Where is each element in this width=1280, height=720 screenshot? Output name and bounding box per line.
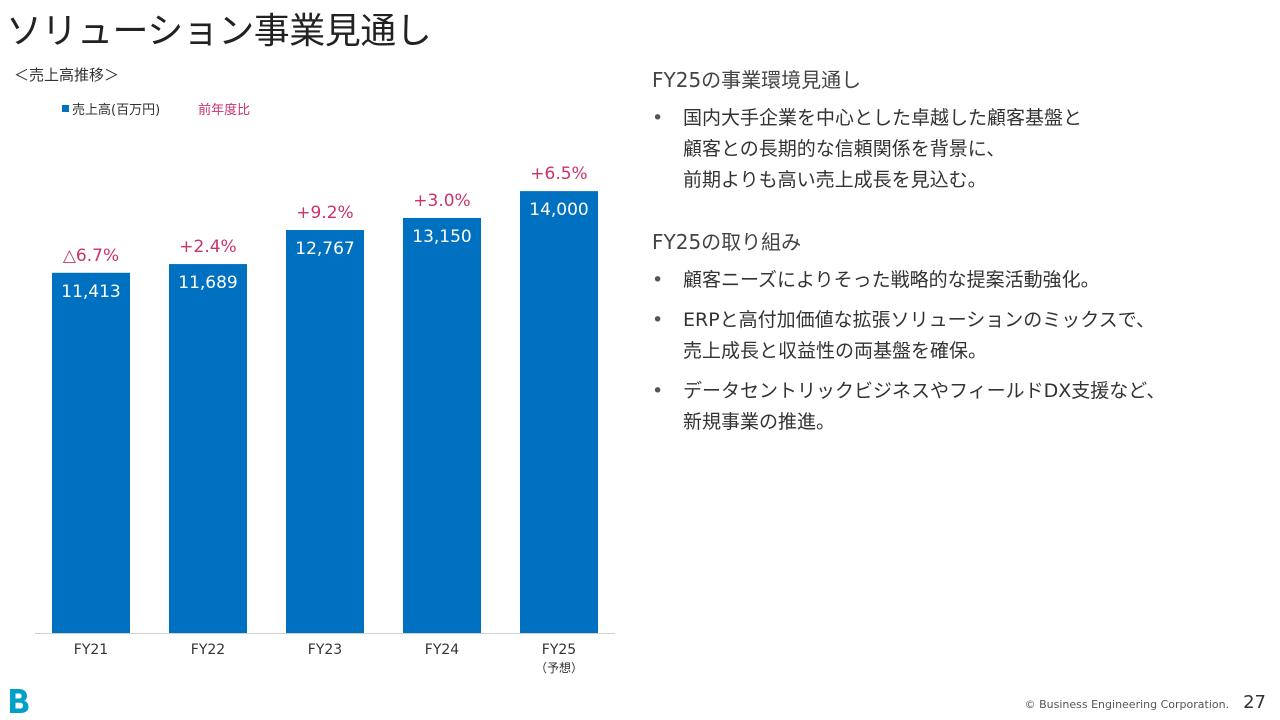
chart-heading: ＜売上高推移＞ (14, 66, 120, 84)
outlook-bullets: • 国内大手企業を中心とした卓越した顧客基盤と 顧客との長期的な信頼関係を背景に、前… (652, 103, 1262, 196)
page-number: 27 (1243, 692, 1266, 713)
bullet-item: • データセントリックビジネスやフィールドDX支援など、 新規事業の推進。 (652, 376, 1262, 438)
footer: © Business Engineering Corporation. 27 (1025, 692, 1266, 713)
bar-fy23 (286, 230, 364, 633)
copyright: © Business Engineering Corporation. (1024, 698, 1230, 711)
bullet-text-line: 新規事業の推進。 (683, 411, 836, 433)
yoy-label: △6.7% (63, 246, 119, 266)
bar-value-label: 14,000 (529, 200, 588, 220)
x-tick-label: FY22 (191, 642, 225, 658)
bullet-dot: • (652, 309, 664, 331)
bullet-text-line: 国内大手企業を中心とした卓越した顧客基盤と (683, 107, 1083, 129)
bullet-dot: • (652, 269, 664, 291)
bullet-item: • 国内大手企業を中心とした卓越した顧客基盤と 顧客との長期的な信頼関係を背景に、前… (652, 103, 1262, 196)
x-tick-label: FY21 (74, 642, 108, 658)
bar-value-label: 12,767 (295, 239, 354, 259)
bullet-text-line: 顧客との長期的な信頼関係を背景に、 (683, 138, 1006, 160)
sales-bar-chart: 11,413 △6.7% FY21 11,689 +2.4% FY22 12,767 +9.2… (35, 164, 615, 675)
bar-fy21 (52, 272, 130, 633)
legend-series-label: 売上高(百万円) (72, 103, 161, 118)
yoy-label: +2.4% (179, 237, 236, 257)
initiatives-heading: FY25の取り組み (652, 230, 802, 254)
bullet-text-line: 顧客ニーズによりそった戦略的な提案活動強化。 (683, 269, 1100, 291)
text-panel: FY25の事業環境見通し • 国内大手企業を中心とした卓越した顧客基盤と 顧客との長… (652, 64, 1262, 447)
yoy-label: +6.5% (530, 164, 587, 184)
bullet-item: • ERPと高付加価値な拡張ソリューションのミックスで、 売上成長と収益性の両基盤を… (652, 305, 1262, 367)
bullet-item: • 顧客ニーズによりそった戦略的な提案活動強化。 (652, 265, 1262, 296)
bullet-text-line: ERPと高付加価値な拡張ソリューションのミックスで、 (683, 309, 1155, 331)
bar-fy24 (403, 217, 481, 633)
page-title: ソリューション事業見通し (6, 11, 432, 52)
x-tick-label: FY25 (542, 642, 576, 658)
bar-value-label: 11,689 (178, 273, 237, 293)
x-tick-note: （予想） (535, 660, 583, 675)
legend-ratio-label: 前年度比 (198, 103, 251, 118)
bar-value-label: 13,150 (412, 227, 471, 247)
x-tick-label: FY24 (425, 642, 460, 658)
bar-fy25 (520, 191, 598, 633)
bullet-text-line: 前期よりも高い売上成長を見込む。 (683, 169, 987, 191)
bar-value-label: 11,413 (61, 282, 120, 302)
yoy-label: +3.0% (413, 191, 470, 211)
chart-legend: 売上高(百万円) 前年度比 (62, 99, 250, 118)
yoy-label: +9.2% (296, 203, 353, 223)
outlook-heading: FY25の事業環境見通し (652, 68, 862, 92)
bullet-text-line: 売上成長と収益性の両基盤を確保。 (683, 340, 988, 362)
bullet-text-line: データセントリックビジネスやフィールドDX支援など、 (683, 380, 1166, 402)
x-tick-label: FY23 (308, 642, 342, 658)
initiatives-bullets: • 顧客ニーズによりそった戦略的な提案活動強化。 • ERPと高付加価値な拡張ソリュー… (652, 265, 1262, 438)
legend-swatch (62, 105, 69, 112)
bullet-dot: • (652, 107, 664, 129)
company-logo-icon (10, 689, 29, 713)
bar-fy22 (169, 264, 247, 633)
bullet-dot: • (652, 380, 664, 402)
